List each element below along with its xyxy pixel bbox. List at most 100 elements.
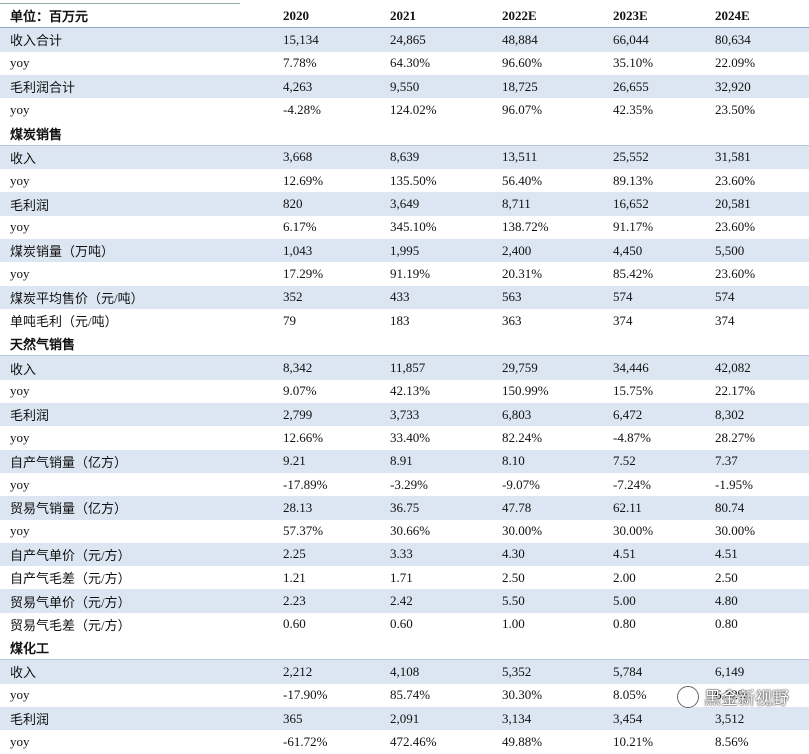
- row-label: yoy: [10, 476, 30, 492]
- row-label: 自产气单价（元/方）: [0, 542, 283, 567]
- cell: 563: [502, 285, 613, 309]
- row-label: 收入: [0, 145, 283, 170]
- data-row: yoy -17.90% 85.74% 30.30% 8.05% 6.32%: [0, 684, 809, 707]
- cell: 6,472: [613, 403, 715, 427]
- cell: 26,655: [613, 74, 715, 99]
- cell: 3,454: [613, 706, 715, 731]
- data-row: 自产气毛差（元/方） 1.21 1.71 2.50 2.00 2.50: [0, 566, 809, 589]
- cell: 42,082: [715, 355, 809, 380]
- financial-table: 单位：百万元 2020 2021 2022E 2023E 2024E 收入合计 15,134 2…: [0, 4, 809, 754]
- data-row: 单吨毛利（元/吨） 79 183 363 374 374: [0, 309, 809, 332]
- cell: 2.00: [613, 569, 636, 585]
- section-row: 煤炭销售: [0, 121, 809, 146]
- cell: 2024E: [715, 4, 809, 29]
- cell: 8,342: [283, 355, 390, 380]
- cell: 28.27%: [715, 429, 756, 445]
- row-label: 贸易气销量（亿方）: [0, 496, 283, 520]
- cell: 6,149: [715, 659, 809, 684]
- table-body: 单位：百万元 2020 2021 2022E 2023E 2024E 收入合计 15,134 2…: [0, 4, 809, 754]
- cell: 183: [390, 312, 410, 328]
- cell: 4,263: [283, 74, 390, 99]
- cell: 5.50: [502, 589, 613, 613]
- cell: 820: [283, 192, 390, 216]
- cell: 4.51: [613, 542, 715, 567]
- cell: -9.07%: [502, 476, 540, 492]
- cell: 8.56%: [715, 733, 749, 749]
- cell: 574: [715, 285, 809, 309]
- data-row: 收入 2,212 4,108 5,352 5,784 6,149: [0, 659, 809, 684]
- row-label: yoy: [10, 383, 30, 399]
- cell: -17.89%: [283, 476, 328, 492]
- cell: 5,784: [613, 659, 715, 684]
- cell: 124.02%: [390, 101, 437, 117]
- data-row: 毛利润 820 3,649 8,711 16,652 20,581: [0, 192, 809, 216]
- cell: 5.00: [613, 589, 715, 613]
- cell: 48,884: [502, 27, 613, 52]
- cell: 10.21%: [613, 733, 654, 749]
- cell: 16,652: [613, 192, 715, 216]
- cell: 3,668: [283, 145, 390, 170]
- data-row: 贸易气销量（亿方） 28.13 36.75 47.78 62.11 80.74: [0, 496, 809, 520]
- cell: 1.71: [390, 569, 413, 585]
- cell: 352: [283, 285, 390, 309]
- cell: 15,134: [283, 27, 390, 52]
- cell: 8,711: [502, 192, 613, 216]
- cell: 9,550: [390, 74, 502, 99]
- cell: 22.17%: [715, 383, 756, 399]
- cell: 91.17%: [613, 219, 654, 235]
- cell: 13,511: [502, 145, 613, 170]
- cell: 0.80: [715, 616, 738, 632]
- section-row: 煤化工: [0, 636, 809, 661]
- header-row: 单位：百万元 2020 2021 2022E 2023E 2024E: [0, 4, 809, 29]
- row-label: yoy: [10, 265, 30, 281]
- data-row: 收入 3,668 8,639 13,511 25,552 31,581: [0, 145, 809, 170]
- cell: 135.50%: [390, 172, 437, 188]
- data-row: 煤炭平均售价（元/吨） 352 433 563 574 574: [0, 285, 809, 309]
- data-row: yoy 7.78% 64.30% 96.60% 35.10% 22.09%: [0, 52, 809, 75]
- row-label: 贸易气单价（元/方）: [0, 589, 283, 613]
- cell: 49.88%: [502, 733, 543, 749]
- cell: 433: [390, 285, 502, 309]
- cell: 30.00%: [502, 523, 543, 539]
- cell: 1.21: [283, 569, 306, 585]
- cell: 31,581: [715, 145, 809, 170]
- data-row: 毛利润合计 4,263 9,550 18,725 26,655 32,920: [0, 74, 809, 99]
- cell: 1.00: [502, 616, 525, 632]
- cell: 1,995: [390, 238, 502, 263]
- cell: -61.72%: [283, 733, 328, 749]
- cell: 12.66%: [283, 429, 324, 445]
- row-label: 自产气销量（亿方）: [0, 449, 283, 473]
- cell: 2023E: [613, 4, 715, 29]
- row-label: yoy: [10, 523, 30, 539]
- cell: 42.13%: [390, 383, 431, 399]
- data-row: 收入合计 15,134 24,865 48,884 66,044 80,634: [0, 27, 809, 52]
- cell: 6.32%: [715, 687, 749, 703]
- cell: 9.07%: [283, 383, 317, 399]
- data-row: yoy 6.17% 345.10% 138.72% 91.17% 23.60%: [0, 216, 809, 239]
- row-label: 毛利润: [0, 192, 283, 216]
- cell: 30.30%: [502, 687, 543, 703]
- cell: 22.09%: [715, 55, 756, 71]
- row-label: 煤炭平均售价（元/吨）: [0, 285, 283, 309]
- cell: 574: [613, 285, 715, 309]
- data-row: 自产气销量（亿方） 9.21 8.91 8.10 7.52 7.37: [0, 449, 809, 473]
- cell: 8.05%: [613, 687, 647, 703]
- cell: 8,302: [715, 403, 809, 427]
- row-label: 收入合计: [0, 27, 283, 52]
- cell: 85.42%: [613, 265, 654, 281]
- cell: 374: [613, 312, 633, 328]
- cell: 2.50: [715, 569, 738, 585]
- cell: 62.11: [613, 496, 715, 520]
- cell: 18,725: [502, 74, 613, 99]
- cell: 8.10: [502, 449, 613, 473]
- cell: 30.66%: [390, 523, 431, 539]
- row-label: 煤炭销售: [0, 121, 809, 146]
- row-label: yoy: [10, 733, 30, 749]
- cell: 64.30%: [390, 55, 431, 71]
- cell: 7.37: [715, 449, 809, 473]
- cell: 345.10%: [390, 219, 437, 235]
- cell: 374: [715, 312, 735, 328]
- data-row: yoy 12.69% 135.50% 56.40% 89.13% 23.60%: [0, 169, 809, 192]
- cell: 80,634: [715, 27, 809, 52]
- cell: 3,134: [502, 706, 613, 731]
